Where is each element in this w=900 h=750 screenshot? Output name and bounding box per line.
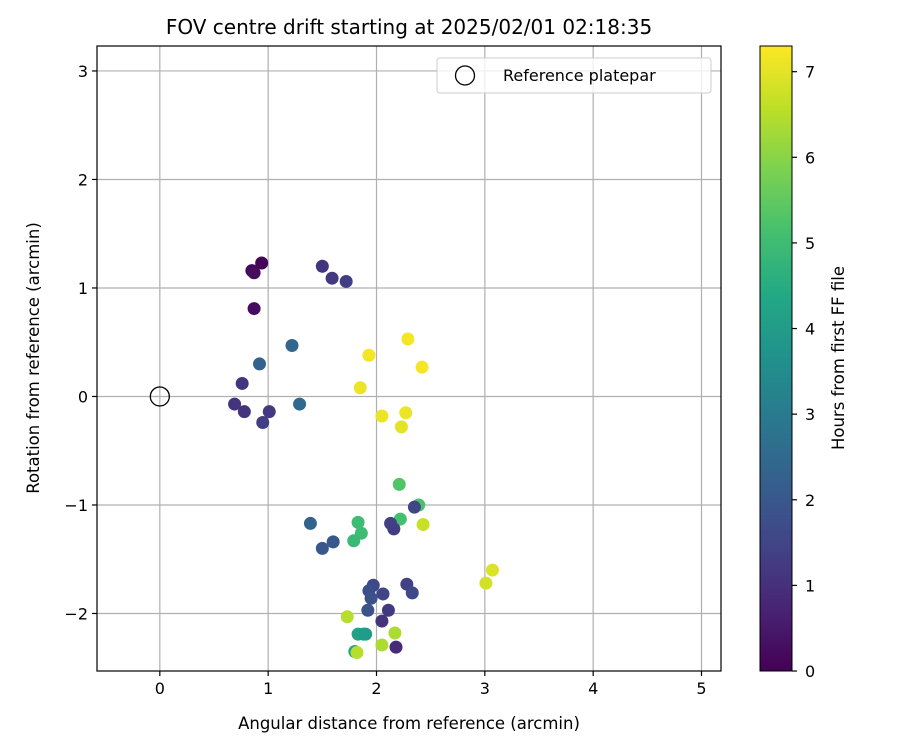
- data-point: [479, 576, 493, 590]
- data-point: [339, 274, 353, 288]
- data-point: [303, 516, 317, 530]
- colorbar-tick-label: 7: [805, 63, 815, 82]
- data-point: [235, 376, 249, 390]
- data-point: [415, 360, 429, 374]
- colorbar-ticks: 0 1 2 3 4 5 6 7: [792, 63, 815, 681]
- data-point: [381, 603, 395, 617]
- data-point: [399, 406, 413, 420]
- data-point: [416, 518, 430, 532]
- data-point: [285, 338, 299, 352]
- y-tick-label: 1: [78, 279, 88, 298]
- data-point: [262, 405, 276, 419]
- data-point: [351, 515, 365, 529]
- data-point: [388, 626, 402, 640]
- colorbar: 0 1 2 3 4 5 6 7 Hours from first FF file: [759, 45, 848, 681]
- x-tick-label: 0: [155, 679, 165, 698]
- data-point: [362, 348, 376, 362]
- data-point: [376, 587, 390, 601]
- data-point: [326, 535, 340, 549]
- data-point: [255, 256, 269, 270]
- data-point: [247, 302, 261, 316]
- data-point: [393, 512, 407, 526]
- legend-box: [436, 57, 712, 94]
- data-point: [256, 416, 270, 430]
- y-tick-label: −2: [64, 604, 88, 623]
- colorbar-tick-label: 4: [805, 320, 815, 339]
- colorbar-label: Hours from first FF file: [829, 266, 848, 450]
- data-point: [353, 381, 367, 395]
- data-point: [364, 591, 378, 605]
- data-point: [253, 357, 266, 371]
- reference-marker-layer: [149, 386, 170, 407]
- data-point: [375, 614, 389, 628]
- data-point: [361, 603, 375, 617]
- data-point: [394, 420, 408, 434]
- data-point: [359, 627, 373, 641]
- data-point: [293, 397, 307, 411]
- colorbar-tick-label: 2: [805, 491, 815, 510]
- data-point: [237, 405, 251, 419]
- data-point: [375, 409, 389, 423]
- x-tick-label: 1: [263, 679, 273, 698]
- colorbar-tick-label: 1: [805, 576, 815, 595]
- data-point: [392, 477, 406, 491]
- x-axis-label: Angular distance from reference (arcmin): [238, 714, 580, 733]
- data-point: [247, 266, 261, 280]
- data-point: [401, 332, 415, 346]
- reference-platepar-marker: [149, 386, 170, 407]
- data-point: [347, 534, 361, 548]
- colorbar-gradient: [759, 45, 793, 672]
- scatter-points: [228, 256, 499, 660]
- data-point: [340, 610, 354, 624]
- data-point: [325, 271, 339, 285]
- data-point: [315, 541, 329, 555]
- data-point: [405, 586, 419, 600]
- x-tick-label: 4: [588, 679, 598, 698]
- data-point: [387, 522, 401, 536]
- x-tick-label: 5: [696, 679, 706, 698]
- colorbar-tick-label: 5: [805, 234, 815, 253]
- legend-label-reference: Reference platepar: [503, 66, 656, 85]
- x-axis-ticks: 0 1 2 3 4 5: [155, 671, 707, 698]
- x-tick-label: 2: [371, 679, 381, 698]
- y-tick-label: 2: [78, 170, 88, 189]
- y-axis-label: Rotation from reference (arcmin): [24, 222, 43, 494]
- y-tick-label: 3: [78, 62, 88, 81]
- data-point: [407, 500, 421, 514]
- legend-marker-reference: [454, 65, 476, 86]
- legend: Reference platepar: [436, 57, 712, 94]
- data-point: [485, 563, 499, 577]
- colorbar-tick-label: 6: [805, 148, 815, 167]
- y-tick-label: −1: [64, 496, 88, 515]
- x-tick-label: 3: [480, 679, 490, 698]
- colorbar-tick-label: 3: [805, 405, 815, 424]
- data-point: [389, 640, 403, 654]
- colorbar-tick-label: 0: [805, 662, 815, 681]
- y-tick-label: 0: [78, 387, 88, 406]
- chart-title: FOV centre drift starting at 2025/02/01 …: [166, 15, 652, 39]
- plot-frame: [96, 45, 722, 672]
- data-point: [315, 259, 329, 273]
- data-point: [228, 397, 242, 411]
- y-axis-ticks: −2 −1 0 1 2 3: [64, 62, 97, 623]
- data-point: [375, 638, 389, 652]
- data-point: [350, 646, 364, 660]
- grid-lines: [97, 46, 721, 671]
